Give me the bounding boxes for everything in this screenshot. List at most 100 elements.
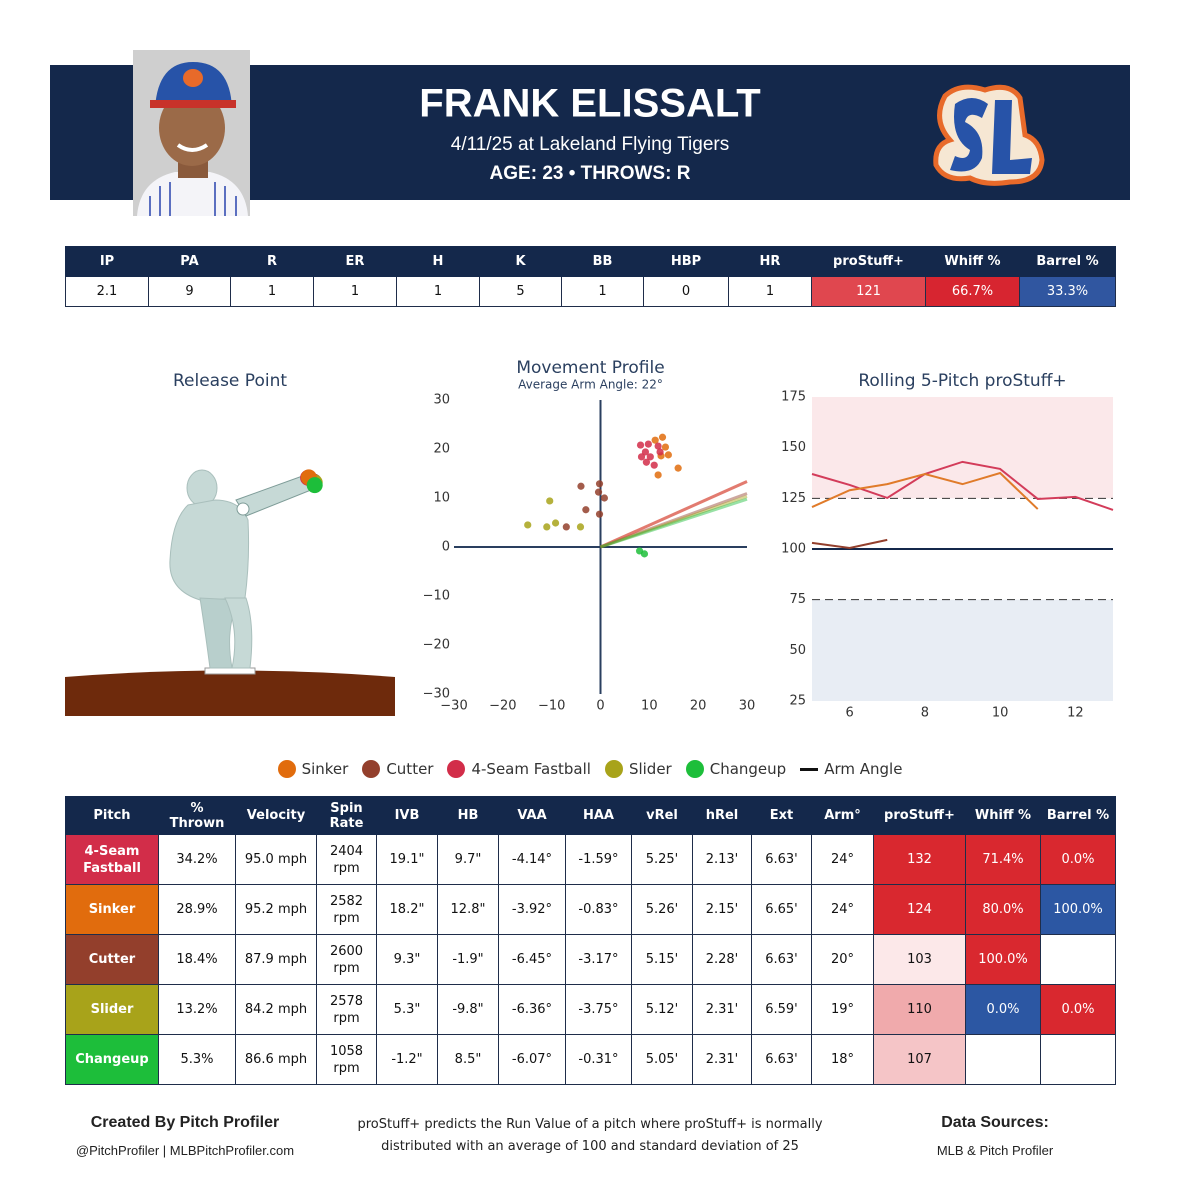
arm-angle-line: [599, 492, 748, 549]
pitch-point: [600, 494, 609, 502]
table-cell: 24°: [811, 834, 874, 885]
band: [812, 599, 1113, 701]
pitch-point: [654, 442, 662, 450]
table-cell: 95.0 mph: [235, 834, 317, 885]
column-header: IP: [65, 246, 149, 277]
y-tick-label: 50: [789, 643, 806, 658]
legend-swatch: [277, 760, 296, 778]
pitch-point: [661, 443, 670, 451]
legend-label: Slider: [628, 760, 672, 778]
legend-swatch: [362, 760, 381, 778]
x-tick-label: −30: [440, 699, 467, 714]
column-header: Whiff %: [925, 246, 1020, 277]
table-cell: 86.6 mph: [235, 1034, 317, 1085]
table-cell: -0.83°: [565, 884, 632, 935]
legend-label: Arm Angle: [824, 760, 903, 778]
x-tick-label: 20: [690, 699, 707, 714]
table-cell: 5.26': [631, 884, 693, 935]
pitch-point: [594, 488, 603, 496]
arm-angle-line: [600, 494, 748, 549]
x-tick-label: 8: [921, 706, 929, 721]
column-header: BB: [561, 246, 644, 277]
table-cell: 20°: [811, 934, 874, 985]
column-header: H: [396, 246, 480, 277]
pitcher-illustration: [65, 469, 395, 716]
legend-swatch: [604, 760, 623, 778]
player-name: FRANK ELISSALT: [419, 82, 760, 126]
column-header: Barrel %: [1019, 246, 1116, 277]
table-cell: -6.45°: [498, 934, 566, 985]
x-tick-label: 0: [596, 699, 604, 714]
table-cell: 6.63': [751, 934, 812, 985]
handles: @PitchProfiler | MLBPitchProfiler.com: [75, 1143, 295, 1158]
table-cell: 2.28': [692, 934, 752, 985]
y-tick-label: 125: [781, 491, 806, 506]
data-table: Pitch% Thrown Velocity Spin Rate IVB HB VAA HA…: [65, 796, 1116, 1085]
legend-item: 4-Seam Fastball: [447, 757, 591, 781]
table-cell: 9.7": [437, 834, 499, 885]
table-cell: 124: [873, 884, 966, 935]
x-tick-label: 6: [845, 706, 853, 721]
release-point: [306, 477, 323, 494]
band: [812, 397, 1113, 499]
table-cell: 12.8": [437, 884, 499, 935]
chart-title: Release Point: [173, 371, 287, 391]
pitch-point: [595, 480, 604, 488]
table-cell: 1: [561, 276, 644, 307]
column-header: Whiff %: [965, 796, 1041, 835]
y-tick-label: 175: [781, 390, 806, 405]
table-cell: 6.59': [751, 984, 812, 1035]
table-cell: -3.92°: [498, 884, 566, 935]
table-cell: Changeup: [65, 1034, 159, 1085]
pitch-point: [650, 461, 658, 469]
column-header: Pitch: [65, 796, 159, 835]
table-cell: 6.65': [751, 884, 812, 935]
pitch-point: [644, 440, 652, 448]
table-cell: 13.2%: [158, 984, 236, 1035]
table-cell: Slider: [65, 984, 159, 1035]
table-cell: 6.63': [751, 1034, 812, 1085]
table-cell: [1040, 1034, 1116, 1085]
table-row: 2.1 9 1 1 1 5 1 0 1 121 66.7% 33.3%: [65, 276, 1116, 307]
table-cell: 18.2": [376, 884, 438, 935]
pitch-point: [543, 523, 551, 531]
table-cell: -3.75°: [565, 984, 632, 1035]
table-cell: -3.17°: [565, 934, 632, 985]
table-cell: 2.13': [692, 834, 752, 885]
column-header: VAA: [498, 796, 566, 835]
sources-title: Data Sources:: [941, 1114, 1049, 1131]
column-header: PA: [148, 246, 231, 277]
column-header: Spin Rate: [316, 796, 377, 835]
data-table: IP PA R ER H K BB HBP HR proStuff+ Whiff % Barrel %…: [65, 246, 1116, 307]
table-cell: 84.2 mph: [235, 984, 317, 1035]
arm-angle-line: [599, 480, 748, 549]
column-header: hRel: [692, 796, 752, 835]
bio-line: AGE: 23 • THROWS: R: [490, 163, 691, 184]
table-cell: 4-Seam Fastball: [65, 834, 159, 885]
table-cell: Cutter: [65, 934, 159, 985]
legend-label: Changeup: [709, 760, 787, 778]
legend-label: Cutter: [386, 760, 434, 778]
legend-item: Slider: [604, 757, 672, 781]
legend-item: Sinker: [277, 757, 349, 781]
table-row: Slider 13.2% 84.2 mph 2578 rpm 5.3" -9.8" -6.3…: [65, 984, 1116, 1035]
table-cell: 2.15': [692, 884, 752, 935]
table-cell: -1.59°: [565, 834, 632, 885]
pitch-point: [646, 453, 654, 461]
table-cell: 5.25': [631, 834, 693, 885]
column-header: R: [230, 246, 314, 277]
table-cell: 5.05': [631, 1034, 693, 1085]
table-cell: 132: [873, 834, 966, 885]
pitch-point: [642, 458, 651, 466]
column-header: Ext: [751, 796, 812, 835]
legend-swatch: [685, 760, 704, 778]
x-tick-label: 12: [1067, 706, 1084, 721]
table-cell: 66.7%: [925, 276, 1020, 307]
chart-title: Movement Profile: [516, 358, 664, 378]
header-row: IP PA R ER H K BB HBP HR proStuff+ Whiff % Barrel %: [65, 246, 1116, 277]
table-cell: 121: [811, 276, 926, 307]
table-cell: 71.4%: [965, 834, 1041, 885]
legend-label: Sinker: [301, 760, 349, 778]
column-header: Velocity: [235, 796, 317, 835]
table-cell: 6.63': [751, 834, 812, 885]
